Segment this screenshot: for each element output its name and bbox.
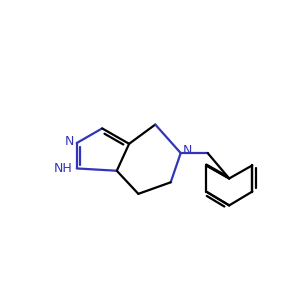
Text: N: N	[183, 144, 192, 157]
Text: NH: NH	[53, 162, 72, 175]
Text: N: N	[64, 135, 74, 148]
